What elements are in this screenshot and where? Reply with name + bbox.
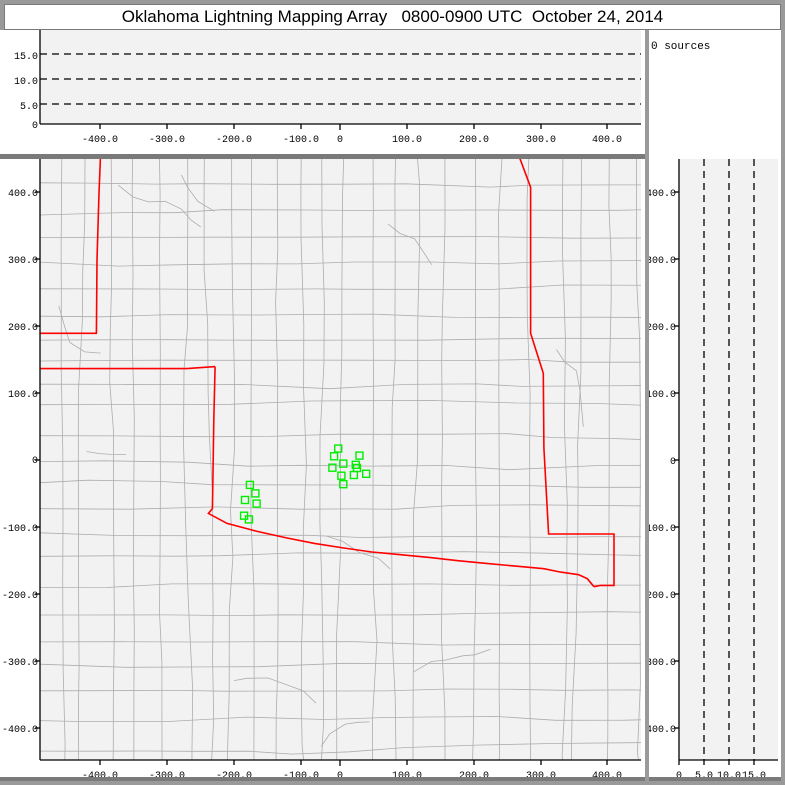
svg-text:5.0: 5.0 [695, 771, 713, 777]
svg-text:-400.0: -400.0 [649, 725, 676, 736]
svg-text:0: 0 [337, 135, 343, 146]
svg-text:0: 0 [670, 457, 676, 468]
svg-text:400.0: 400.0 [649, 189, 676, 200]
svg-text:400.0: 400.0 [592, 771, 622, 777]
svg-text:-300.0: -300.0 [2, 658, 38, 669]
svg-text:-300.0: -300.0 [649, 658, 676, 669]
svg-text:-200.0: -200.0 [2, 591, 38, 602]
svg-text:-400.0: -400.0 [82, 135, 118, 146]
svg-text:-400.0: -400.0 [82, 771, 118, 777]
svg-text:-100.0: -100.0 [649, 524, 676, 535]
svg-text:400.0: 400.0 [8, 189, 38, 200]
svg-text:-200.0: -200.0 [649, 591, 676, 602]
svg-text:100.0: 100.0 [392, 771, 422, 777]
svg-text:400.0: 400.0 [592, 135, 622, 146]
svg-text:100.0: 100.0 [8, 390, 38, 401]
svg-text:-400.0: -400.0 [2, 725, 38, 736]
svg-text:0: 0 [32, 121, 38, 132]
svg-text:200.0: 200.0 [8, 323, 38, 334]
svg-text:10.0: 10.0 [14, 77, 38, 88]
svg-text:10.0: 10.0 [717, 771, 741, 777]
svg-text:200.0: 200.0 [459, 771, 489, 777]
svg-text:200.0: 200.0 [649, 323, 676, 334]
svg-text:300.0: 300.0 [649, 256, 676, 267]
svg-text:300.0: 300.0 [526, 771, 556, 777]
svg-text:-100.0: -100.0 [2, 524, 38, 535]
svg-text:200.0: 200.0 [459, 135, 489, 146]
svg-text:-200.0: -200.0 [216, 135, 252, 146]
svg-text:15.0: 15.0 [14, 52, 38, 63]
svg-text:0 sources: 0 sources [651, 41, 710, 53]
svg-text:15.0: 15.0 [742, 771, 766, 777]
svg-text:100.0: 100.0 [649, 390, 676, 401]
svg-text:100.0: 100.0 [392, 135, 422, 146]
svg-text:-100.0: -100.0 [283, 135, 319, 146]
svg-text:-200.0: -200.0 [216, 771, 252, 777]
svg-text:5.0: 5.0 [20, 102, 38, 113]
svg-text:300.0: 300.0 [8, 256, 38, 267]
svg-text:0: 0 [676, 771, 682, 777]
svg-text:-300.0: -300.0 [149, 135, 185, 146]
svg-text:0: 0 [32, 456, 38, 467]
svg-text:0: 0 [337, 771, 343, 777]
svg-text:-300.0: -300.0 [149, 771, 185, 777]
svg-text:300.0: 300.0 [526, 135, 556, 146]
svg-text:-100.0: -100.0 [283, 771, 319, 777]
